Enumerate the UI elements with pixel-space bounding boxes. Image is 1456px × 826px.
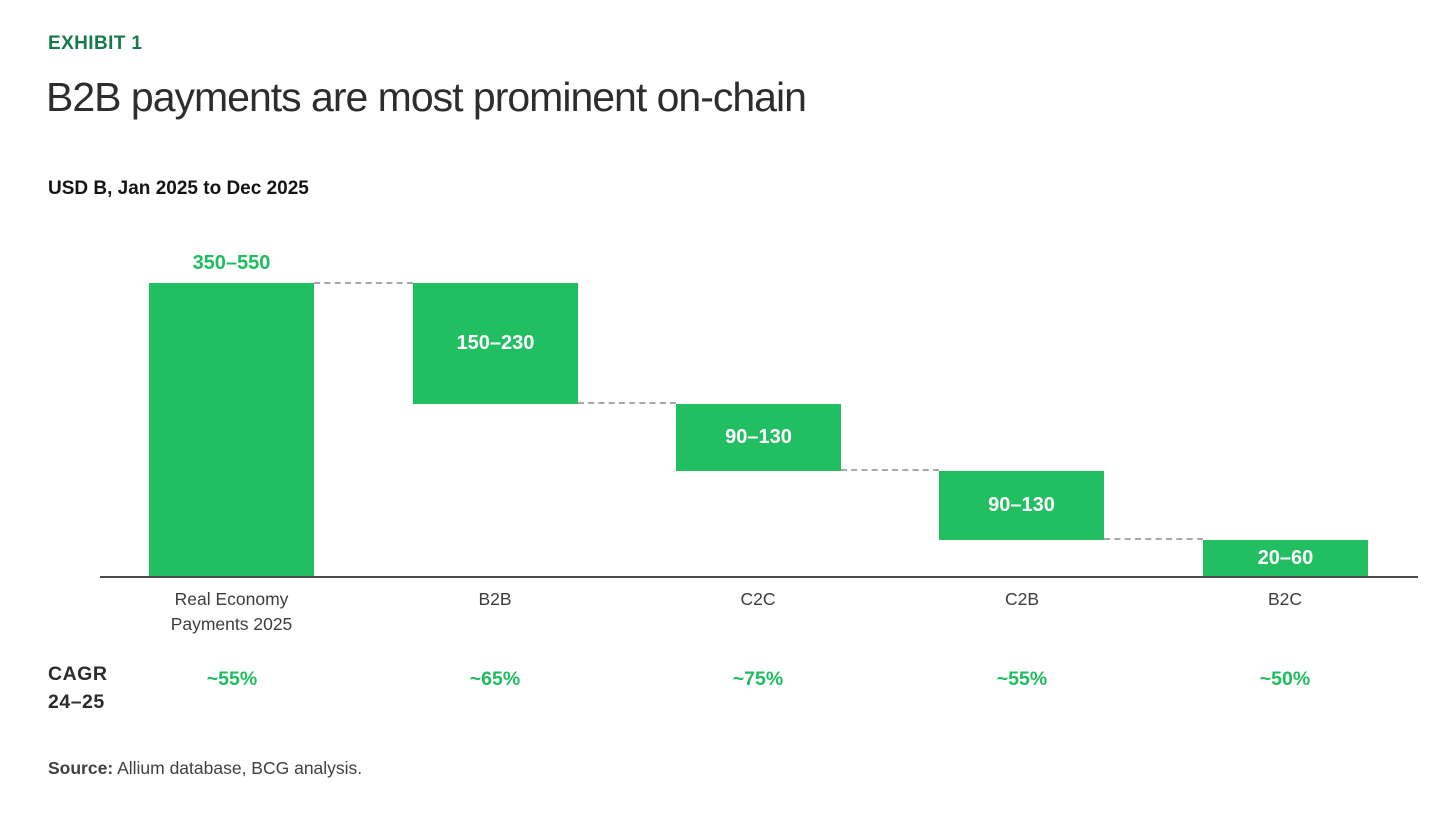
cagr-value-b2c: ~50% xyxy=(1259,668,1311,690)
bar-real-economy xyxy=(149,283,314,576)
category-label-c2b: C2B xyxy=(1004,589,1040,609)
connector-line-4 xyxy=(1104,538,1203,540)
bar-value-label-b2c: 20–60 xyxy=(1257,546,1314,569)
cagr-label-line1: CAGR xyxy=(48,663,108,685)
bar-c2c: 90–130 xyxy=(676,404,841,471)
connector-line-2 xyxy=(578,402,676,404)
cagr-row-label: CAGR 24–25 xyxy=(48,660,107,716)
bar-b2c: 20–60 xyxy=(1203,540,1368,576)
source-label: Source: xyxy=(48,758,114,778)
chart-units-label: USD B, Jan 2025 to Dec 2025 xyxy=(48,178,309,199)
connector-line-3 xyxy=(841,469,939,471)
category-label-real-economy: Real Economy Payments 2025 xyxy=(170,589,293,634)
bar-value-label-c2c: 90–130 xyxy=(725,426,792,448)
bar-value-label-b2b: 150–230 xyxy=(456,332,535,354)
cagr-value-c2c: ~75% xyxy=(732,668,784,690)
bar-value-label-c2b: 90–130 xyxy=(988,494,1055,516)
category-label-b2c: B2C xyxy=(1267,589,1303,609)
source-note: Source: Allium database, BCG analysis. xyxy=(48,758,362,779)
cagr-value-b2b: ~65% xyxy=(469,668,521,690)
category-label-c2c: C2C xyxy=(740,589,776,609)
cagr-label-line2: 24–25 xyxy=(48,691,105,713)
x-axis-line xyxy=(100,576,1418,578)
exhibit-label: EXHIBIT 1 xyxy=(48,33,143,54)
source-text: Allium database, BCG analysis. xyxy=(117,758,363,778)
connector-line-1 xyxy=(314,282,413,284)
cagr-value-real-economy: ~55% xyxy=(206,668,258,690)
page-title: B2B payments are most prominent on-chain xyxy=(46,74,807,120)
bar-c2b: 90–130 xyxy=(939,471,1104,540)
bar-b2b: 150–230 xyxy=(413,283,578,404)
category-label-b2b: B2B xyxy=(478,589,512,609)
bar-value-label-real-economy: 350–550 xyxy=(192,252,271,274)
cagr-value-c2b: ~55% xyxy=(996,668,1048,690)
